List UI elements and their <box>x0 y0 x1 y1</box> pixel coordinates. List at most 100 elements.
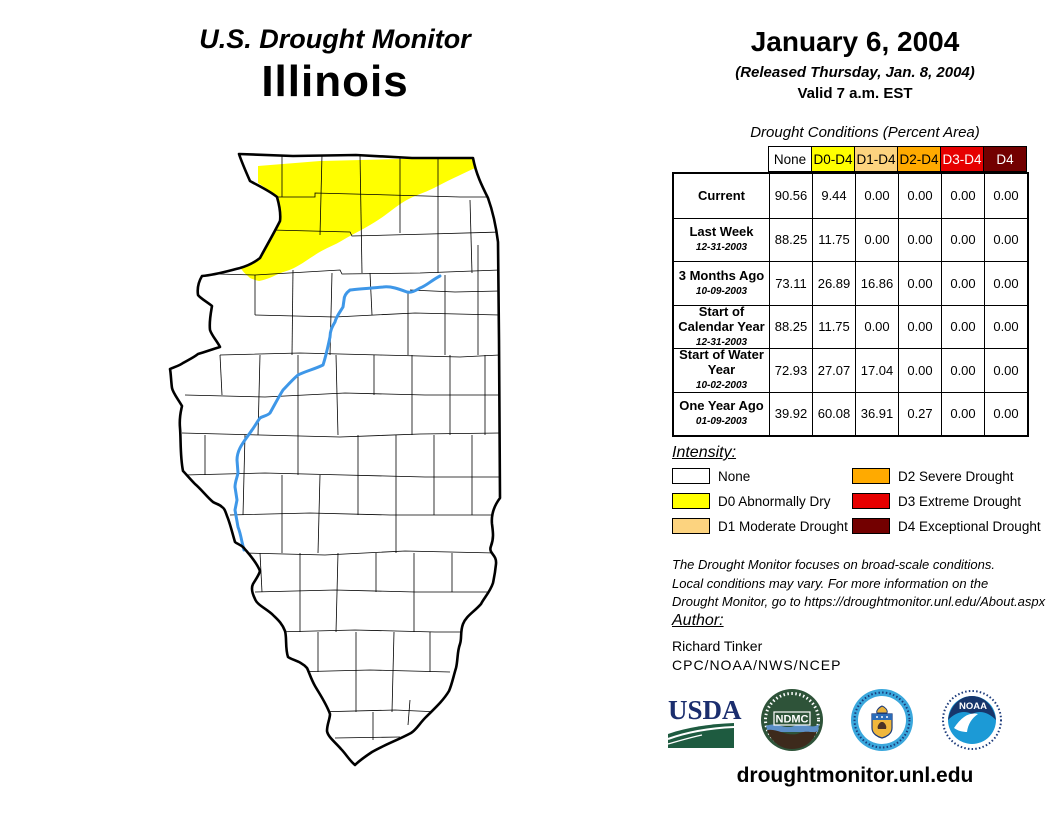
column-header-d4: D4 <box>983 146 1027 172</box>
illinois-river <box>233 274 442 552</box>
table-value: 0.00 <box>941 391 984 435</box>
author-name: Richard Tinker <box>672 638 763 654</box>
header-empty-cell <box>674 146 769 170</box>
row-label: Start of Calendar Year 12-31-2003 <box>674 303 769 349</box>
legend-swatch-d3 <box>852 493 890 509</box>
county-lines <box>179 154 500 740</box>
svg-text:NDMC: NDMC <box>776 714 809 726</box>
table-value: 0.27 <box>898 391 941 435</box>
column-header-d0-d4: D0-D4 <box>811 146 855 172</box>
table-value: 0.00 <box>898 174 941 218</box>
usda-logo-text: USDA <box>668 695 742 725</box>
table-value: 0.00 <box>855 304 898 348</box>
illinois-drought-map <box>160 140 650 790</box>
table-value: 73.11 <box>769 261 812 305</box>
drought-table-body: Current 90.56 9.44 0.00 0.00 0.00 0.00 L… <box>672 172 1029 437</box>
row-label-date: 10-02-2003 <box>695 380 748 392</box>
table-value: 0.00 <box>898 348 941 392</box>
table-value: 0.00 <box>941 261 984 305</box>
column-header-d2-d4: D2-D4 <box>897 146 941 172</box>
legend-item-d4: D4 Exceptional Drought <box>852 518 1041 534</box>
table-value: 36.91 <box>855 391 898 435</box>
table-value: 88.25 <box>769 217 812 261</box>
state-fill <box>170 154 500 765</box>
commerce-seal-logo <box>850 688 914 757</box>
row-label-date: 10-09-2003 <box>695 285 748 297</box>
table-value: 0.00 <box>941 217 984 261</box>
table-caption: Drought Conditions (Percent Area) <box>750 124 980 141</box>
legend-item-d2: D2 Severe Drought <box>852 468 1041 484</box>
noaa-logo: NOAA <box>940 688 1004 757</box>
usda-logo: USDA <box>667 695 742 750</box>
legend-title: Intensity: <box>672 444 737 461</box>
legend-swatch-none <box>672 468 710 484</box>
table-value: 0.00 <box>941 304 984 348</box>
state-outline <box>168 152 502 767</box>
table-value: 88.25 <box>769 304 812 348</box>
row-label-text: Start of Water Year <box>679 347 764 378</box>
legend-column-left: None D0 Abnormally Dry D1 Moderate Droug… <box>672 468 848 543</box>
table-value: 9.44 <box>812 174 855 218</box>
date-block: January 6, 2004 (Released Thursday, Jan.… <box>660 26 1050 102</box>
row-label: 3 Months Ago 10-09-2003 <box>674 261 769 305</box>
table-value: 0.00 <box>855 174 898 218</box>
row-label-text: Start of Calendar Year <box>678 303 765 334</box>
legend-column-right: D2 Severe Drought D3 Extreme Drought D4 … <box>852 468 1041 543</box>
legend-item-d0: D0 Abnormally Dry <box>672 493 848 509</box>
region-title: Illinois <box>261 57 409 106</box>
legend-label: D2 Severe Drought <box>898 468 1014 484</box>
ndmc-seal-icon: NDMC <box>761 689 823 751</box>
table-value: 0.00 <box>984 174 1027 218</box>
table-value: 17.04 <box>855 348 898 392</box>
row-label: Last Week 12-31-2003 <box>674 217 769 262</box>
row-label: Start of Water Year 10-02-2003 <box>674 347 769 392</box>
legend-swatch-d1 <box>672 518 710 534</box>
illinois-map-svg <box>168 152 502 767</box>
table-value: 60.08 <box>812 391 855 435</box>
row-label-text: Current <box>698 187 745 203</box>
disclaimer-line: The Drought Monitor focuses on broad-sca… <box>672 557 996 572</box>
table-value: 26.89 <box>812 261 855 305</box>
table-value: 0.00 <box>984 348 1027 392</box>
table-value: 16.86 <box>855 261 898 305</box>
column-header-none: None <box>768 146 812 172</box>
legend-swatch-d4 <box>852 518 890 534</box>
row-label-text: One Year Ago <box>679 398 764 414</box>
author-title: Author: <box>672 612 724 629</box>
legend-label: D0 Abnormally Dry <box>718 493 831 509</box>
legend-item-d3: D3 Extreme Drought <box>852 493 1041 509</box>
author-org: CPC/NOAA/NWS/NCEP <box>672 657 842 673</box>
table-value: 11.75 <box>812 217 855 261</box>
table-value: 72.93 <box>769 348 812 392</box>
row-label-date: 01-09-2003 <box>695 416 748 428</box>
legend-swatch-d2 <box>852 468 890 484</box>
row-label-date: 12-31-2003 <box>695 336 748 348</box>
disclaimer-line: Local conditions may vary. For more info… <box>672 575 989 591</box>
legend-label: D3 Extreme Drought <box>898 493 1022 509</box>
legend-label: D4 Exceptional Drought <box>898 518 1041 534</box>
report-date: January 6, 2004 <box>750 26 960 57</box>
site-url: droughtmonitor.unl.edu <box>736 764 974 787</box>
usda-field-icon <box>667 723 735 748</box>
row-label: One Year Ago 01-09-2003 <box>674 391 769 436</box>
row-label-date: 12-31-2003 <box>695 242 748 254</box>
table-value: 39.92 <box>769 391 812 435</box>
table-value: 0.00 <box>855 217 898 261</box>
table-value: 0.00 <box>984 261 1027 305</box>
table-value: 0.00 <box>941 348 984 392</box>
noaa-seal-icon: NOAA <box>941 689 1003 751</box>
disclaimer-line: Drought Monitor, go to https://droughtmo… <box>672 594 1046 609</box>
row-label-text: 3 Months Ago <box>678 267 765 283</box>
column-header-d1-d4: D1-D4 <box>854 146 898 172</box>
disclaimer: The Drought Monitor focuses on broad-sca… <box>672 556 1056 612</box>
row-label: Current <box>674 174 769 218</box>
legend-label: D1 Moderate Drought <box>718 518 848 534</box>
released-date: (Released Thursday, Jan. 8, 2004) <box>735 64 975 81</box>
table-value: 0.00 <box>984 391 1027 435</box>
table-value: 0.00 <box>984 217 1027 261</box>
ndmc-logo: NDMC <box>760 688 824 757</box>
legend-label: None <box>718 468 751 484</box>
report-title: U.S. Drought Monitor <box>199 24 471 54</box>
column-header-d3-d4: D3-D4 <box>940 146 984 172</box>
